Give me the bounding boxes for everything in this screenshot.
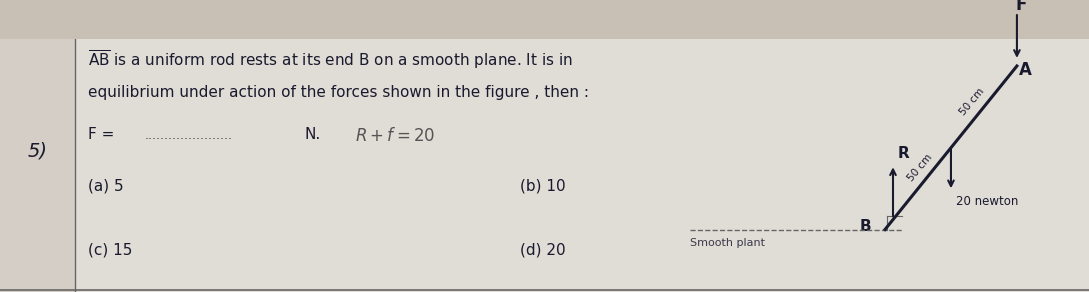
Text: F =: F = <box>88 126 114 142</box>
Text: R: R <box>898 146 909 161</box>
Text: (c) 15: (c) 15 <box>88 243 133 258</box>
Text: ......................: ...................... <box>145 129 233 142</box>
Text: 20 newton: 20 newton <box>956 195 1018 208</box>
Text: N.: N. <box>305 126 321 142</box>
Text: (d) 20: (d) 20 <box>521 243 565 258</box>
Text: 50 cm: 50 cm <box>905 152 933 183</box>
Text: 50 cm: 50 cm <box>958 86 987 117</box>
Text: equilibrium under action of the forces shown in the figure , then :: equilibrium under action of the forces s… <box>88 85 589 100</box>
Text: (a) 5: (a) 5 <box>88 179 124 194</box>
Bar <box>0 39 75 292</box>
Text: 5): 5) <box>28 142 48 161</box>
Text: Smooth plant: Smooth plant <box>690 237 764 248</box>
Text: $\overline{\rm AB}$ is a uniform rod rests at its end B on a smooth plane. It is: $\overline{\rm AB}$ is a uniform rod res… <box>88 48 573 71</box>
Text: (b) 10: (b) 10 <box>521 179 565 194</box>
Text: $R+f=20$: $R+f=20$ <box>355 127 436 145</box>
Text: A: A <box>1019 61 1031 79</box>
Text: B: B <box>860 219 871 234</box>
Text: F: F <box>1015 0 1027 14</box>
